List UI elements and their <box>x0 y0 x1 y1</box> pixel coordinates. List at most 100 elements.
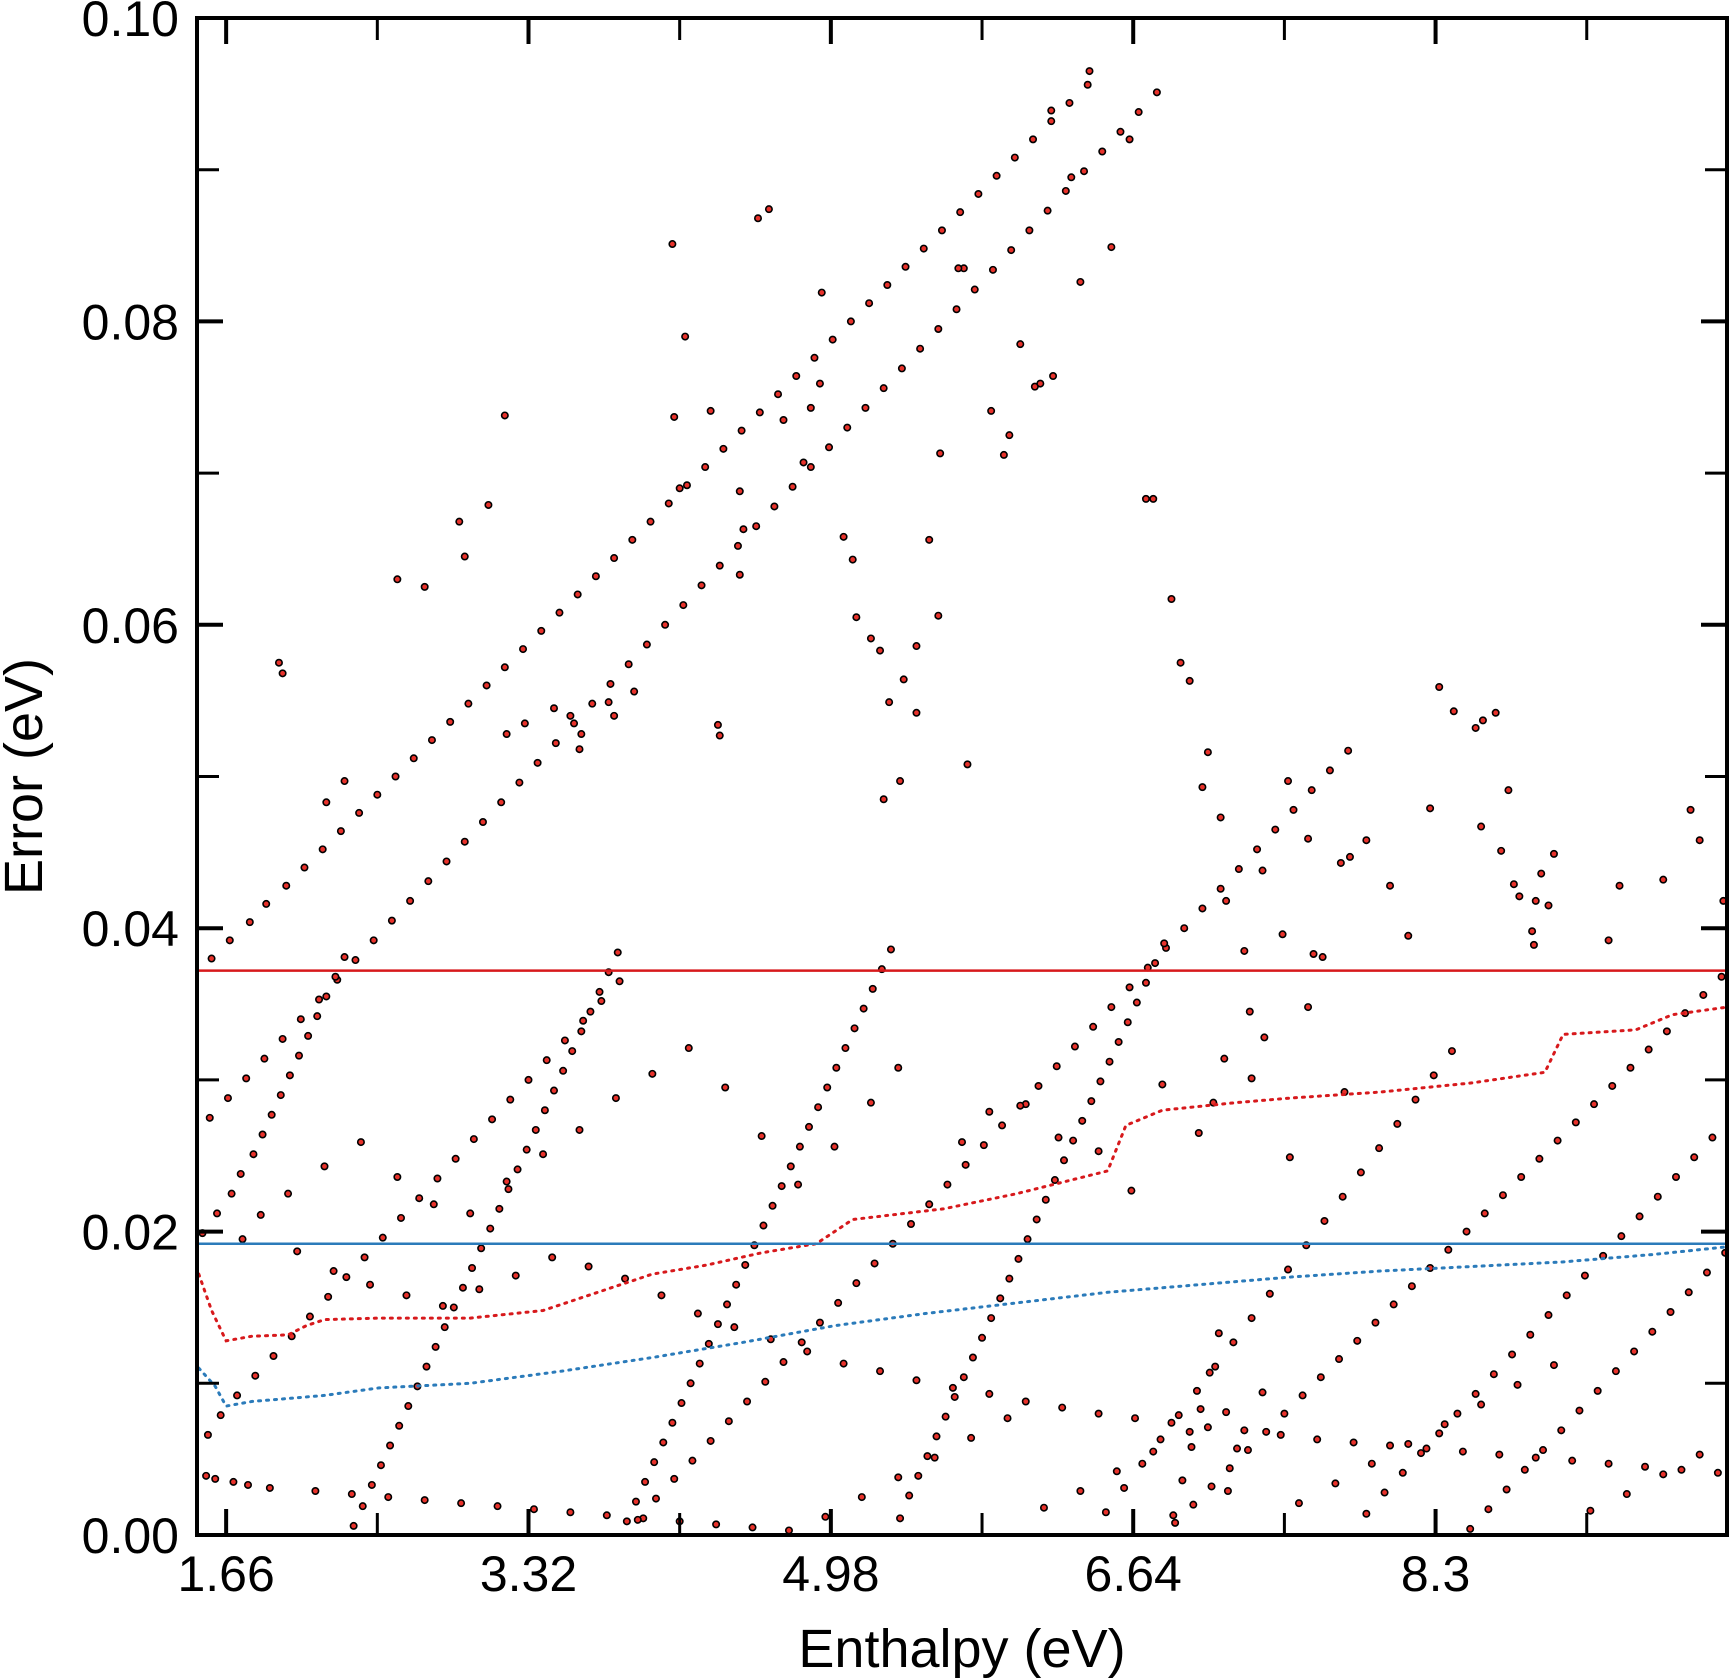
data-point <box>1243 1446 1252 1455</box>
data-point <box>830 1142 839 1151</box>
data-point <box>1034 1081 1043 1090</box>
data-point <box>1426 804 1435 813</box>
data-point <box>879 795 888 804</box>
data-point <box>1222 1408 1231 1417</box>
data-point <box>324 1292 333 1301</box>
data-point <box>794 1180 803 1189</box>
data-point <box>238 1235 247 1244</box>
data-point <box>737 426 746 435</box>
data-point <box>1178 1476 1187 1485</box>
data-point <box>551 739 560 748</box>
data-point <box>859 1004 868 1013</box>
data-point <box>1243 0 1249 3</box>
data-point <box>978 1333 987 1342</box>
data-point <box>548 1253 557 1262</box>
data-point <box>549 704 558 713</box>
data-point <box>668 1418 677 1427</box>
data-point <box>1223 1487 1232 1496</box>
data-point <box>540 1106 549 1115</box>
data-point <box>963 760 972 769</box>
data-point <box>987 406 996 415</box>
data-point <box>258 1130 267 1139</box>
data-point <box>1061 186 1070 195</box>
data-point <box>959 1373 968 1382</box>
data-point <box>442 857 451 866</box>
y-tick-label: 0.02 <box>82 1205 179 1261</box>
data-point <box>967 1433 976 1442</box>
data-point <box>604 698 613 707</box>
data-point <box>916 344 925 353</box>
data-point <box>1338 1192 1347 1201</box>
data-point <box>795 1142 804 1151</box>
data-point <box>1644 1045 1653 1054</box>
data-point <box>515 778 524 787</box>
data-point <box>320 1162 329 1171</box>
data-point <box>779 416 788 425</box>
data-point <box>715 561 724 570</box>
data-point <box>1174 1411 1183 1420</box>
data-point <box>1123 1018 1132 1027</box>
data-point <box>1252 0 1258 3</box>
data-point <box>712 1520 721 1529</box>
data-point <box>1425 0 1431 3</box>
data-point <box>1138 1459 1147 1468</box>
data-point <box>1032 1215 1041 1224</box>
data-point <box>1580 0 1586 3</box>
data-point <box>559 1066 568 1075</box>
data-point <box>329 1267 338 1276</box>
data-point <box>1371 1318 1380 1327</box>
data-point <box>876 646 885 655</box>
data-point <box>1065 98 1074 107</box>
data-point <box>1513 1380 1522 1389</box>
data-point <box>415 1194 424 1203</box>
data-point <box>1580 1271 1589 1280</box>
data-point <box>839 532 848 541</box>
data-point <box>1386 881 1395 890</box>
data-point <box>1185 1427 1194 1436</box>
data-point <box>300 863 309 872</box>
data-point <box>568 1047 577 1056</box>
data-point <box>693 1309 702 1318</box>
y-axis-label: Error (eV) <box>0 658 54 895</box>
data-point <box>1127 1186 1136 1195</box>
data-point <box>885 698 894 707</box>
data-point <box>810 353 819 362</box>
data-point <box>857 1493 866 1502</box>
data-point <box>1258 1388 1267 1397</box>
data-point <box>455 517 464 526</box>
data-point <box>1094 1147 1103 1156</box>
data-point <box>1316 0 1322 3</box>
data-point <box>313 1012 322 1021</box>
data-point <box>203 1430 212 1439</box>
data-point <box>815 379 824 388</box>
data-point <box>1684 1288 1693 1297</box>
data-point <box>1453 1409 1462 1418</box>
data-point <box>706 1436 715 1445</box>
data-point <box>1444 1245 1453 1254</box>
data-point <box>941 1412 950 1421</box>
data-point <box>1525 0 1531 3</box>
data-point <box>1539 1446 1548 1455</box>
data-point <box>919 244 928 253</box>
y-tick-label: 0.04 <box>82 901 179 957</box>
plot-area <box>197 0 1727 1535</box>
data-point <box>429 1200 438 1209</box>
data-point <box>752 522 761 531</box>
data-point <box>1043 206 1052 215</box>
data-point <box>684 1044 693 1053</box>
data-point <box>1005 431 1014 440</box>
data-point <box>923 1452 932 1461</box>
data-point <box>1458 1447 1467 1456</box>
data-point <box>322 992 331 1001</box>
data-point <box>1598 0 1604 3</box>
data-point <box>1535 1154 1544 1163</box>
data-point <box>1080 167 1089 176</box>
data-point <box>1417 1449 1426 1458</box>
data-point <box>804 1122 813 1131</box>
data-point <box>336 827 345 836</box>
data-point <box>817 288 826 297</box>
data-point <box>340 953 349 962</box>
data-point <box>267 1110 276 1119</box>
data-point <box>1462 1227 1471 1236</box>
